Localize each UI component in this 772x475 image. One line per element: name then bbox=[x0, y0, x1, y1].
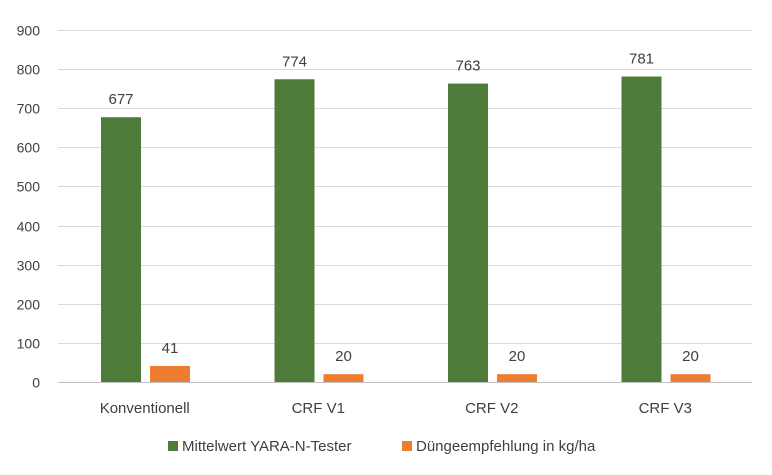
bar-duengeempfehlung bbox=[497, 374, 537, 382]
bar-mittelwert bbox=[101, 117, 141, 383]
bar-duengeempfehlung bbox=[670, 374, 711, 382]
y-tick-label: 600 bbox=[17, 140, 41, 156]
bars bbox=[101, 76, 711, 383]
y-tick-label: 400 bbox=[17, 219, 41, 235]
y-tick-label: 0 bbox=[32, 375, 40, 391]
legend-item: Düngeempfehlung in kg/ha bbox=[402, 438, 596, 455]
legend-label: Düngeempfehlung in kg/ha bbox=[416, 438, 596, 455]
y-axis-tick-labels: 0 100 200 300 400 500 600 700 800 900 bbox=[17, 23, 41, 391]
legend-item: Mittelwert YARA-N-Tester bbox=[168, 438, 351, 455]
bar-mittelwert bbox=[448, 83, 488, 383]
bar-duengeempfehlung bbox=[323, 374, 364, 382]
y-tick-label: 800 bbox=[17, 62, 41, 78]
data-labels: 677 774 763 781 41 20 20 20 bbox=[108, 51, 698, 366]
x-axis-category-labels: Konventionell CRF V1 CRF V2 CRF V3 bbox=[100, 400, 692, 417]
data-label-mittelwert: 781 bbox=[629, 51, 654, 68]
data-label-mittelwert: 677 bbox=[108, 91, 133, 108]
x-category-label: CRF V3 bbox=[639, 400, 692, 417]
y-tick-label: 300 bbox=[17, 258, 41, 274]
legend: Mittelwert YARA-N-Tester Düngeempfehlung … bbox=[168, 438, 596, 455]
data-label-duengeempfehlung: 20 bbox=[682, 348, 699, 365]
data-label-mittelwert: 774 bbox=[282, 53, 307, 70]
y-tick-label: 700 bbox=[17, 101, 41, 117]
bar-duengeempfehlung bbox=[150, 365, 190, 382]
legend-swatch bbox=[168, 441, 178, 451]
y-tick-label: 500 bbox=[17, 179, 41, 195]
x-category-label: Konventionell bbox=[100, 400, 190, 417]
y-tick-label: 900 bbox=[17, 23, 41, 39]
x-category-label: CRF V1 bbox=[292, 400, 345, 417]
data-label-duengeempfehlung: 41 bbox=[162, 340, 179, 357]
bar-mittelwert bbox=[274, 79, 315, 382]
bar-mittelwert bbox=[621, 76, 662, 382]
data-label-duengeempfehlung: 20 bbox=[335, 348, 352, 365]
legend-label: Mittelwert YARA-N-Tester bbox=[182, 438, 351, 455]
x-category-label: CRF V2 bbox=[465, 400, 518, 417]
gridlines bbox=[58, 30, 752, 383]
y-tick-label: 200 bbox=[17, 297, 41, 313]
data-label-mittelwert: 763 bbox=[455, 58, 480, 75]
data-label-duengeempfehlung: 20 bbox=[509, 348, 526, 365]
legend-swatch bbox=[402, 441, 412, 451]
y-tick-label: 100 bbox=[17, 336, 41, 352]
